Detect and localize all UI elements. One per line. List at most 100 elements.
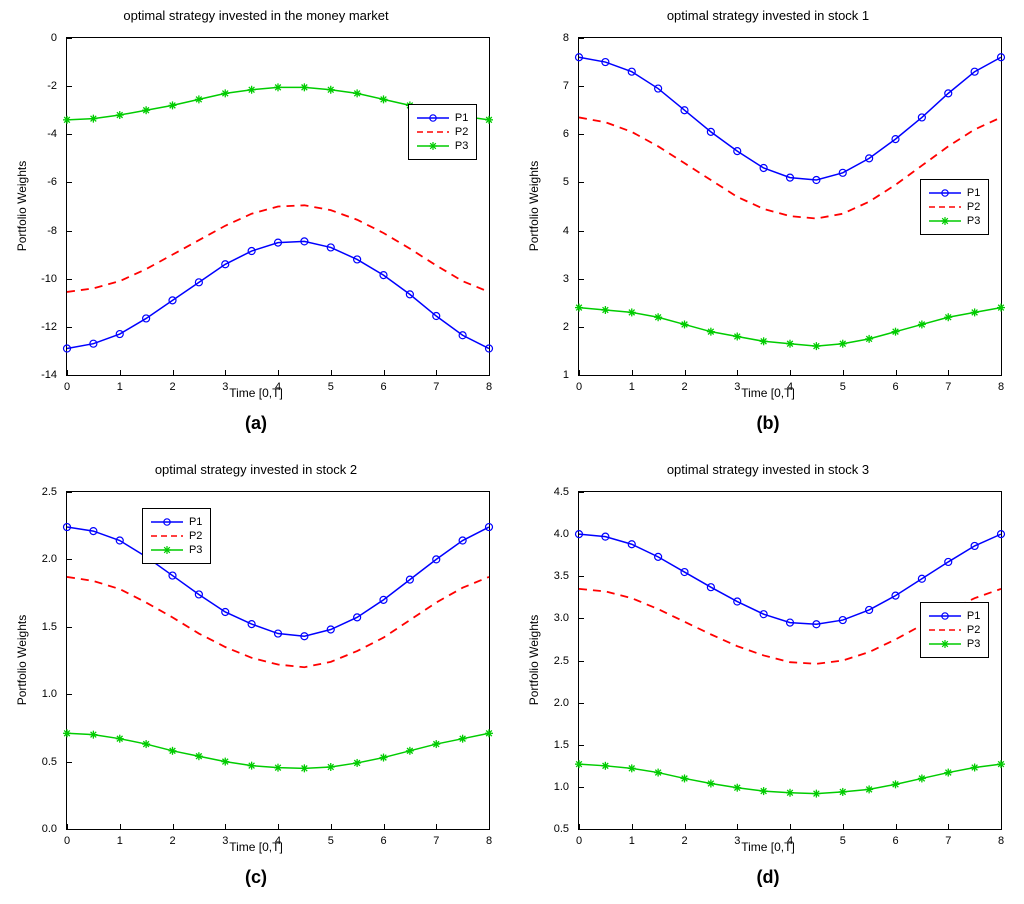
marker-star bbox=[839, 788, 847, 796]
ytick: 6 bbox=[563, 128, 569, 140]
legend-item-P2: P2 bbox=[929, 201, 980, 213]
ytick: 4.5 bbox=[554, 486, 569, 498]
marker-star bbox=[812, 342, 820, 350]
marker-star bbox=[169, 101, 177, 109]
ytick: 2.0 bbox=[554, 697, 569, 709]
marker-star bbox=[760, 337, 768, 345]
legend-item-P2: P2 bbox=[417, 126, 468, 138]
ytick: -2 bbox=[47, 80, 57, 92]
ytick: 2.5 bbox=[554, 655, 569, 667]
ytick: 0.0 bbox=[42, 823, 57, 835]
xtick: 7 bbox=[433, 835, 439, 847]
marker-star bbox=[654, 769, 662, 777]
ylabel-a: Portfolio Weights bbox=[15, 160, 29, 251]
legend-item-P1: P1 bbox=[929, 610, 980, 622]
marker-star bbox=[221, 89, 229, 97]
legend-label: P2 bbox=[455, 126, 468, 138]
xtick: 5 bbox=[840, 835, 846, 847]
marker-star bbox=[892, 780, 900, 788]
marker-circle bbox=[486, 524, 493, 531]
xtick: 8 bbox=[486, 381, 492, 393]
marker-star bbox=[575, 304, 583, 312]
xtick: 0 bbox=[576, 381, 582, 393]
legend-label: P3 bbox=[967, 215, 980, 227]
marker-star bbox=[971, 763, 979, 771]
marker-star bbox=[274, 83, 282, 91]
marker-star bbox=[733, 332, 741, 340]
ytick: 1.5 bbox=[42, 621, 57, 633]
marker-star bbox=[839, 340, 847, 348]
marker-star bbox=[865, 785, 873, 793]
marker-star bbox=[997, 304, 1005, 312]
ytick: 3.5 bbox=[554, 570, 569, 582]
marker-star bbox=[169, 747, 177, 755]
xtick: 1 bbox=[117, 835, 123, 847]
xtick: 6 bbox=[892, 381, 898, 393]
title-c: optimal strategy invested in stock 2 bbox=[155, 462, 357, 477]
xtick: 1 bbox=[629, 381, 635, 393]
marker-star bbox=[327, 86, 335, 94]
legend-item-P1: P1 bbox=[151, 516, 202, 528]
legend-swatch bbox=[929, 201, 961, 213]
ytick: 0 bbox=[51, 32, 57, 44]
ytick: 1.0 bbox=[42, 688, 57, 700]
legend-swatch bbox=[151, 530, 183, 542]
legend-item-P1: P1 bbox=[929, 187, 980, 199]
legend-swatch bbox=[929, 215, 961, 227]
legend-item-P3: P3 bbox=[417, 140, 468, 152]
legend-label: P2 bbox=[967, 624, 980, 636]
marker-star bbox=[733, 784, 741, 792]
marker-star bbox=[760, 787, 768, 795]
legend-swatch bbox=[929, 624, 961, 636]
marker-star bbox=[63, 116, 71, 124]
xtick: 3 bbox=[222, 835, 228, 847]
marker-star bbox=[628, 764, 636, 772]
marker-star bbox=[485, 116, 493, 124]
marker-star bbox=[786, 789, 794, 797]
legend-b: P1 P2 P3 bbox=[920, 179, 989, 235]
marker-star bbox=[654, 313, 662, 321]
xlabel-b: Time [0,T] bbox=[741, 386, 795, 400]
ytick: 2.5 bbox=[42, 486, 57, 498]
chart-d: 0123456780.51.01.52.02.53.03.54.04.5 Tim… bbox=[520, 481, 1016, 896]
marker-star bbox=[248, 762, 256, 770]
legend-item-P1: P1 bbox=[417, 112, 468, 124]
legend-item-P2: P2 bbox=[151, 530, 202, 542]
xtick: 3 bbox=[734, 381, 740, 393]
marker-star bbox=[628, 308, 636, 316]
plot-svg bbox=[67, 492, 489, 829]
marker-star bbox=[681, 774, 689, 782]
marker-star bbox=[380, 754, 388, 762]
xtick: 7 bbox=[433, 381, 439, 393]
legend-label: P1 bbox=[967, 187, 980, 199]
xtick: 2 bbox=[681, 381, 687, 393]
ytick: 4.0 bbox=[554, 528, 569, 540]
series-P1 bbox=[579, 57, 1001, 180]
panel-a: optimal strategy invested in the money m… bbox=[8, 8, 504, 442]
plot-svg bbox=[579, 492, 1001, 829]
chart-b: 01234567812345678 Time [0,T] (b) Portfol… bbox=[520, 27, 1016, 442]
marker-star bbox=[944, 769, 952, 777]
legend-swatch bbox=[417, 112, 449, 124]
marker-star bbox=[707, 328, 715, 336]
chart-c: 0123456780.00.51.01.52.02.5 Time [0,T] (… bbox=[8, 481, 504, 896]
panel-c: optimal strategy invested in stock 2 012… bbox=[8, 462, 504, 896]
marker-circle bbox=[998, 54, 1005, 61]
marker-star bbox=[707, 780, 715, 788]
ytick: 3 bbox=[563, 273, 569, 285]
xtick: 7 bbox=[945, 381, 951, 393]
ytick: -4 bbox=[47, 128, 57, 140]
legend-swatch bbox=[929, 638, 961, 650]
xtick: 2 bbox=[169, 381, 175, 393]
ylabel-d: Portfolio Weights bbox=[527, 614, 541, 705]
series-P2 bbox=[67, 577, 489, 667]
ytick: 1.0 bbox=[554, 781, 569, 793]
legend-swatch bbox=[417, 126, 449, 138]
marker-star bbox=[195, 752, 203, 760]
marker-star bbox=[116, 111, 124, 119]
legend-label: P3 bbox=[189, 544, 202, 556]
series-P1 bbox=[67, 241, 489, 348]
legend-label: P1 bbox=[455, 112, 468, 124]
legend-label: P2 bbox=[967, 201, 980, 213]
marker-star bbox=[300, 764, 308, 772]
